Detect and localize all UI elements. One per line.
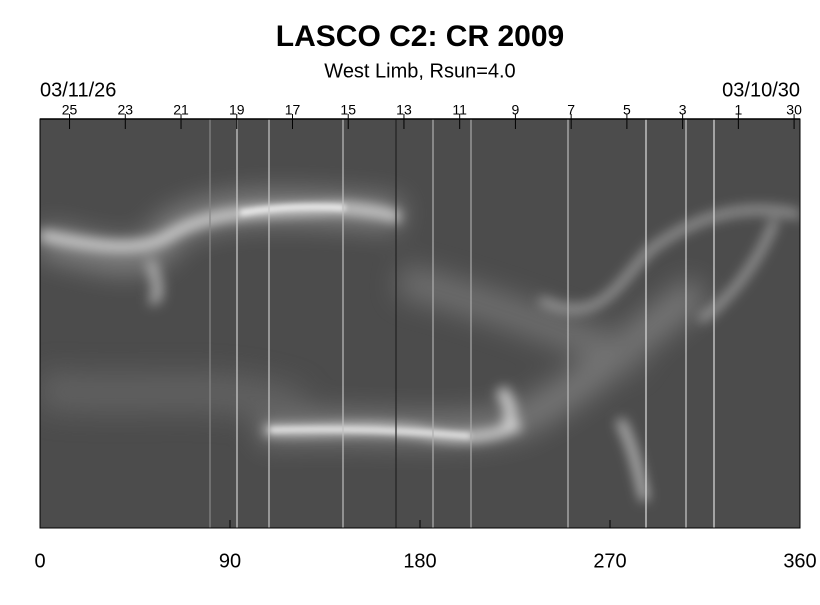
- top-tick-label: 30: [786, 102, 802, 118]
- top-tick-label: 7: [567, 102, 575, 118]
- top-tick-label: 17: [285, 102, 301, 118]
- top-tick-label: 23: [117, 102, 133, 118]
- top-tick-label: 3: [679, 102, 687, 118]
- x-tick-label: 180: [403, 550, 436, 572]
- x-tick-label: 360: [783, 550, 816, 572]
- top-tick-label: 25: [62, 102, 78, 118]
- top-tick-label: 9: [512, 102, 520, 118]
- x-tick-label: 0: [34, 550, 45, 572]
- chart-subtitle: West Limb, Rsun=4.0: [324, 60, 515, 82]
- x-tick-label: 90: [219, 550, 241, 572]
- start-date: 03/11/26: [40, 79, 116, 101]
- end-date: 03/10/30: [722, 79, 800, 101]
- top-tick-label: 11: [452, 102, 467, 118]
- top-tick-label: 1: [734, 102, 742, 118]
- top-tick-label: 21: [173, 102, 189, 118]
- x-tick-label: 270: [593, 550, 626, 572]
- top-tick-label: 15: [340, 102, 356, 118]
- top-tick-label: 19: [229, 102, 245, 118]
- top-tick-label: 5: [623, 102, 631, 118]
- chart-title: LASCO C2: CR 2009: [276, 20, 564, 53]
- synoptic-image: [40, 119, 800, 528]
- top-tick-label: 13: [396, 102, 412, 118]
